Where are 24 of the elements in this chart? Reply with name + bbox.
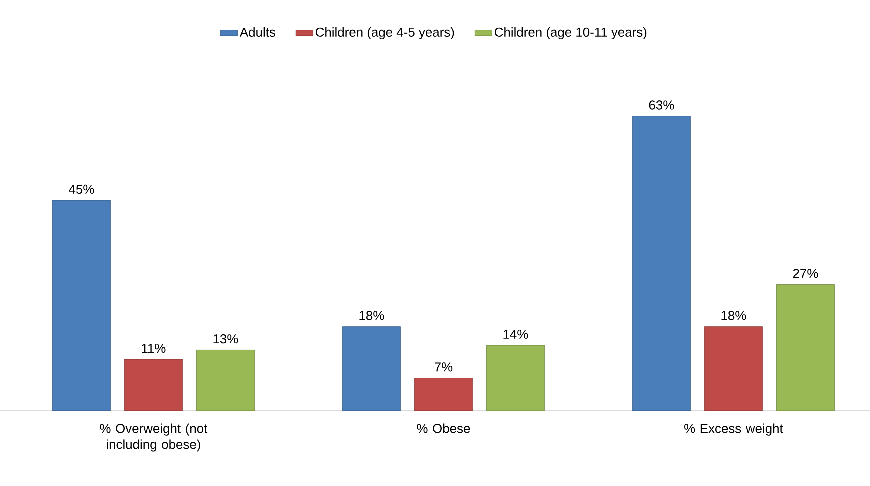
x-tick-label: % Overweight (not including obese) (100, 424, 208, 452)
legend-label: Children (age 10-11 years) (495, 27, 647, 40)
data-label: 27% (793, 269, 818, 278)
x-tick-label: % Excess weight (684, 424, 784, 436)
bar (776, 284, 835, 412)
data-label: 13% (214, 334, 238, 344)
data-label: 11% (142, 344, 166, 354)
bar (704, 326, 763, 412)
data-label: 18% (722, 311, 746, 320)
bar (486, 345, 545, 412)
x-tick-label: % Obese (417, 424, 470, 434)
data-label: 14% (504, 330, 528, 340)
bar (196, 350, 255, 412)
data-label: 7% (435, 362, 453, 372)
bar (124, 359, 183, 412)
legend-label: Children (age 4-5 years) (316, 27, 454, 40)
data-label: 45% (69, 184, 94, 194)
bar (342, 326, 401, 412)
bar (414, 378, 473, 412)
legend-label: Adults (240, 27, 276, 37)
bar (52, 200, 111, 412)
bar (632, 116, 691, 412)
data-label: 63% (649, 100, 674, 110)
data-label: 18% (360, 311, 384, 320)
